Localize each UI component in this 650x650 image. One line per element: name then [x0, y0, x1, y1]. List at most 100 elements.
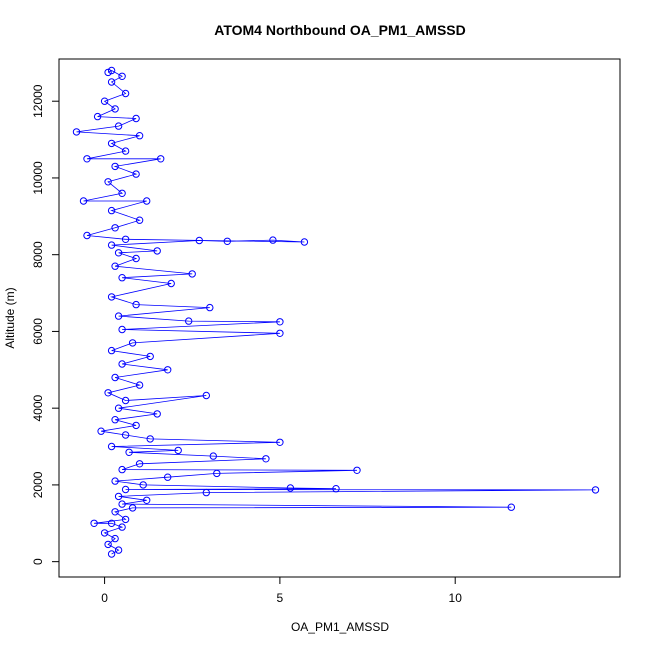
- data-point: [121, 485, 130, 494]
- data-point: [223, 237, 232, 246]
- data-point: [107, 139, 116, 148]
- data-point: [121, 147, 130, 155]
- chart-title: ATOM4 Northbound OA_PM1_AMSSD: [214, 22, 466, 38]
- data-point: [143, 197, 151, 205]
- data-point: [157, 155, 165, 163]
- data-point: [111, 105, 119, 113]
- data-point: [107, 519, 116, 527]
- y-tick-label: 6000: [31, 318, 45, 345]
- data-point: [125, 448, 133, 456]
- data-point: [135, 216, 144, 224]
- data-point: [111, 262, 119, 270]
- data-point: [132, 254, 140, 263]
- data-point: [107, 66, 116, 75]
- data-point: [97, 427, 105, 435]
- data-point: [93, 112, 102, 121]
- data-point: [262, 455, 270, 463]
- data-point: [213, 469, 221, 478]
- data-point: [164, 473, 172, 481]
- x-axis-label: OA_PM1_AMSSD: [291, 620, 389, 634]
- data-point: [188, 270, 196, 278]
- data-point: [118, 500, 126, 508]
- data-point: [276, 438, 284, 446]
- data-point: [353, 466, 361, 474]
- y-tick-label: 4000: [31, 395, 45, 422]
- data-point: [167, 279, 175, 288]
- data-point: [104, 68, 112, 77]
- data-point: [206, 303, 214, 312]
- y-tick-label: 2000: [31, 471, 45, 498]
- data-point: [132, 114, 140, 123]
- data-point: [83, 231, 91, 240]
- data-point: [132, 421, 140, 430]
- data-point: [90, 519, 98, 527]
- data-point: [107, 206, 116, 215]
- data-point: [118, 189, 126, 198]
- data-point: [269, 236, 277, 244]
- data-point: [153, 247, 161, 255]
- data-point: [121, 235, 130, 244]
- data-point: [164, 366, 172, 374]
- y-tick-label: 8000: [31, 241, 45, 268]
- data-point: [121, 431, 130, 439]
- data-point: [174, 446, 182, 455]
- data-point: [104, 389, 112, 397]
- data-point: [135, 132, 144, 140]
- data-point: [83, 155, 91, 163]
- data-point: [209, 452, 218, 460]
- data-point: [507, 503, 515, 511]
- data-point: [118, 360, 126, 368]
- data-point: [121, 396, 130, 405]
- data-point: [153, 410, 161, 418]
- data-point: [286, 484, 295, 492]
- data-point: [114, 546, 123, 554]
- data-point: [114, 312, 123, 320]
- data-point: [107, 241, 116, 249]
- data-point: [111, 224, 119, 232]
- data-point: [185, 317, 193, 325]
- y-axis: 0 2000 4000 6000 8000 10000 12000: [31, 84, 60, 565]
- data-point: [104, 540, 112, 549]
- data-point: [276, 329, 284, 337]
- data-point: [135, 381, 144, 389]
- x-tick-label: 0: [101, 591, 108, 605]
- data-point: [114, 404, 123, 412]
- series-layer: [72, 66, 600, 558]
- data-point: [195, 236, 204, 245]
- data-point: [139, 481, 147, 489]
- data-point: [135, 460, 144, 468]
- y-tick-label: 10000: [31, 161, 45, 195]
- data-point: [111, 162, 119, 171]
- data-point: [118, 465, 126, 474]
- data-point: [591, 486, 600, 494]
- data-point: [111, 416, 119, 424]
- data-point: [146, 435, 154, 443]
- x-tick-label: 10: [449, 591, 463, 605]
- data-point: [100, 97, 109, 105]
- data-point: [276, 318, 284, 326]
- data-point: [111, 373, 119, 382]
- data-point: [107, 442, 116, 451]
- data-point: [202, 391, 211, 400]
- data-point: [128, 339, 137, 347]
- data-point: [202, 488, 211, 497]
- data-point: [118, 72, 126, 81]
- data-point: [79, 197, 88, 205]
- data-point: [104, 178, 112, 186]
- data-point: [114, 122, 123, 130]
- data-point: [107, 78, 116, 86]
- data-point: [132, 170, 140, 178]
- y-axis-label: Altitude (m): [3, 287, 17, 348]
- data-point: [107, 293, 116, 301]
- data-point: [111, 477, 119, 485]
- data-point: [128, 504, 137, 512]
- y-tick-label: 12000: [31, 84, 45, 118]
- data-point: [107, 346, 116, 355]
- data-point: [143, 496, 151, 504]
- series-line: [76, 70, 596, 555]
- data-point: [100, 529, 109, 537]
- data-point: [118, 325, 126, 334]
- data-point: [111, 534, 119, 543]
